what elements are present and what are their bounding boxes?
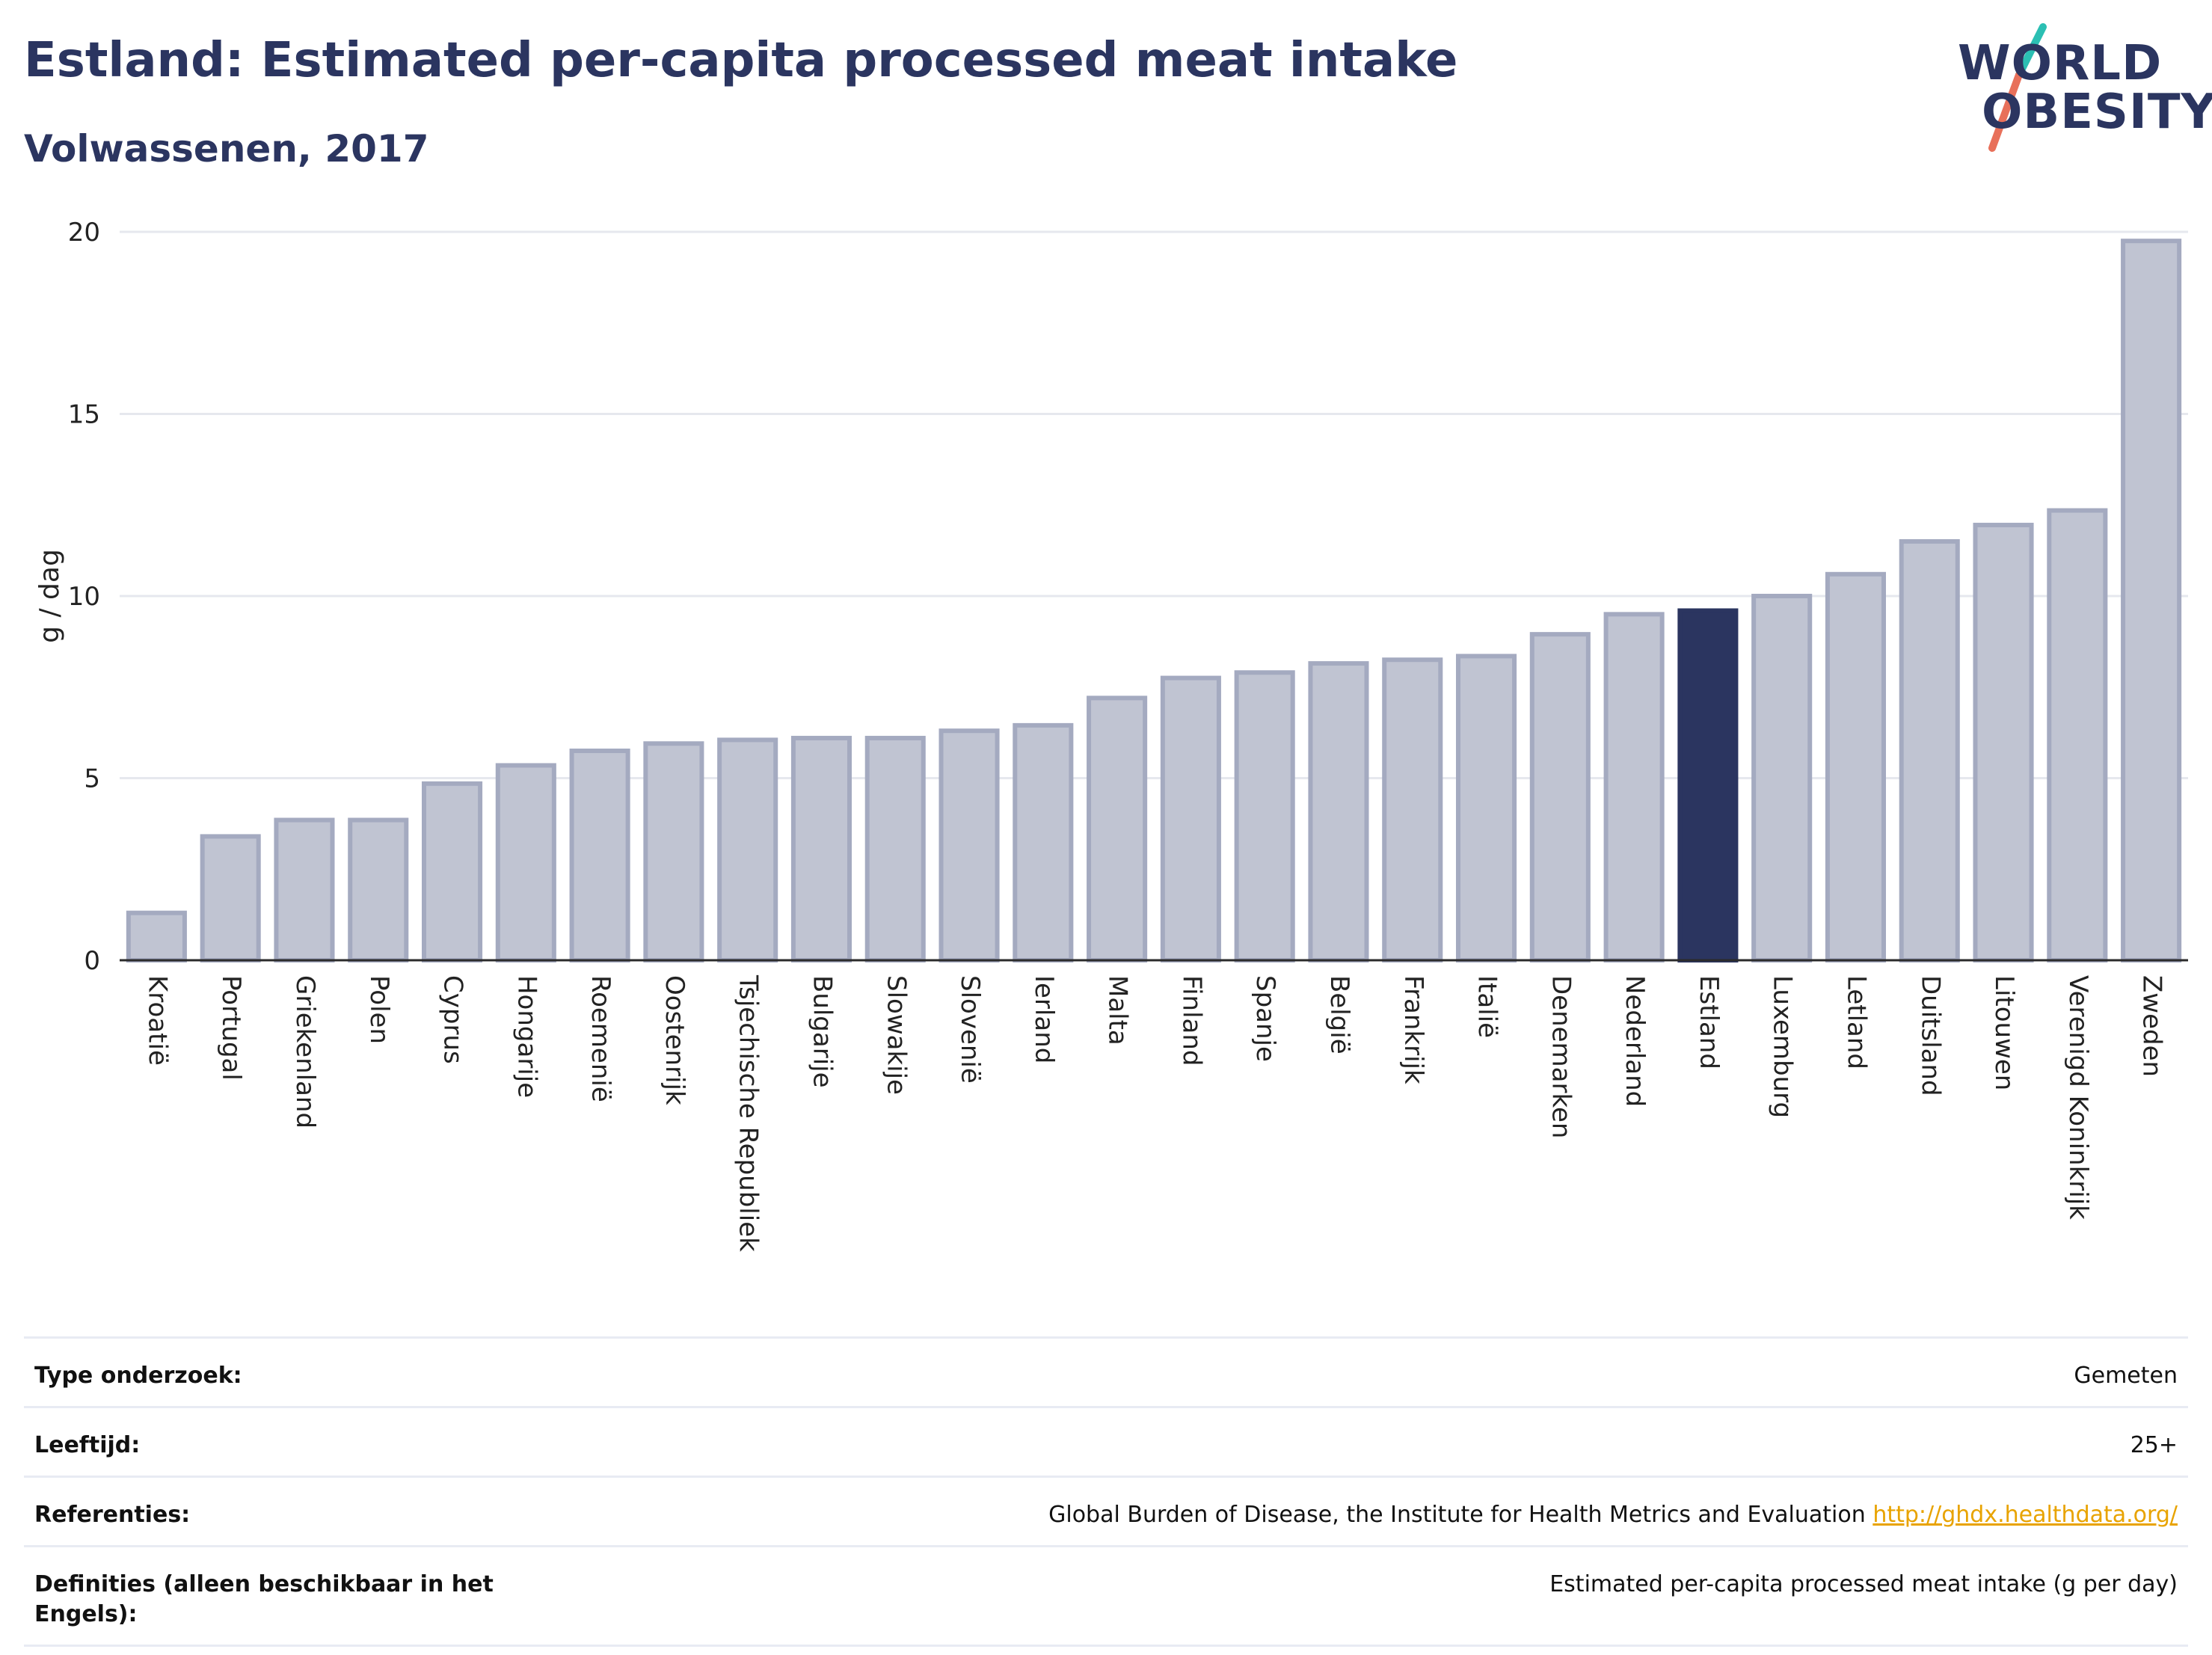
bar: [1013, 722, 1074, 962]
bar: [1234, 670, 1295, 963]
x-tick-label: België: [1324, 975, 1354, 1054]
info-label: Type onderzoek:: [34, 1363, 242, 1389]
bar: [495, 763, 556, 963]
x-tick-label: Spanje: [1250, 975, 1280, 1062]
bar: [2121, 239, 2182, 963]
x-tick-label: Kroatië: [142, 975, 172, 1066]
bar: [1825, 571, 1887, 962]
bar: [1308, 661, 1369, 962]
reference-text: Global Burden of Disease, the Institute …: [1048, 1502, 1866, 1528]
x-tick-label: Griekenland: [290, 975, 320, 1129]
info-value: Global Burden of Disease, the Institute …: [1048, 1500, 2178, 1530]
info-table: Type onderzoek: Gemeten Leeftijd: 25+ Re…: [24, 1336, 2188, 1647]
bar: [643, 741, 704, 962]
bar: [1382, 657, 1443, 962]
bar-chart: 0 5 10 15 20 Kroatië Portugal Griekenland Polen C…: [34, 218, 2188, 1252]
x-tick-label: Slowakije: [881, 975, 911, 1095]
info-row-survey-type: Type onderzoek: Gemeten: [24, 1339, 2188, 1408]
page-title: Estland: Estimated per-capita processed …: [24, 33, 1458, 88]
x-tick-label: Zweden: [2137, 975, 2167, 1077]
x-tick-label: Oostenrijk: [660, 975, 689, 1105]
bar: [1603, 612, 1665, 962]
x-tick-label: Malta: [1103, 975, 1133, 1045]
x-tick-label: Finland: [1176, 975, 1206, 1066]
bar: [200, 834, 261, 962]
y-tick-label: 10: [68, 582, 100, 612]
x-tick-label: Hongarije: [511, 975, 541, 1098]
x-tick-label: Denemarken: [1546, 975, 1576, 1138]
x-tick-label: Frankrijk: [1398, 975, 1428, 1084]
bar: [421, 781, 483, 962]
bar: [126, 910, 187, 963]
info-label: Definities (alleen beschikbaar in het En…: [34, 1571, 494, 1627]
bar: [1087, 696, 1148, 962]
bar: [2047, 508, 2108, 962]
x-tick-label: Litouwen: [1989, 975, 2019, 1090]
reference-link[interactable]: http://ghdx.healthdata.org/: [1872, 1502, 2178, 1528]
logo-line1: WORLD: [1958, 36, 2163, 91]
world-obesity-logo: WORLD OBESITY: [1952, 21, 2212, 156]
logo-slash-icon: [1988, 23, 2047, 152]
bar: [864, 735, 926, 962]
bar: [348, 817, 409, 962]
x-tick-label: Duitsland: [1915, 975, 1945, 1096]
x-tick-label: Cyprus: [438, 975, 468, 1064]
x-tick-label: Verenigd Koninkrijk: [2063, 975, 2093, 1220]
axes: 0 5 10 15 20 Kroatië Portugal Griekenland Polen C…: [68, 218, 2188, 1252]
info-label: Referenties:: [34, 1502, 191, 1528]
info-row-definitions: Definities (alleen beschikbaar in het En…: [24, 1547, 2188, 1647]
bars: [126, 239, 2182, 963]
bar: [1751, 594, 1813, 962]
y-tick-label: 15: [68, 400, 100, 430]
y-tick-label: 5: [84, 764, 100, 794]
logo-line2: OBESITY: [1982, 85, 2212, 140]
x-tick-label: Roemenië: [586, 975, 615, 1102]
bar: [1973, 523, 2034, 963]
bar: [1160, 675, 1221, 962]
x-tick-label: Letland: [1841, 975, 1871, 1069]
info-value: Gemeten: [2074, 1363, 2178, 1389]
x-tick-label: Nederland: [1620, 975, 1650, 1107]
bar: [1455, 654, 1517, 962]
bar: [1529, 632, 1591, 962]
bar: [790, 735, 852, 962]
y-tick-label: 20: [68, 218, 100, 248]
bar: [938, 728, 1000, 962]
x-tick-label: Estland: [1694, 975, 1724, 1069]
bar: [274, 817, 335, 962]
page-subtitle: Volwassenen, 2017: [24, 127, 429, 171]
y-axis-title: g / dag: [34, 549, 65, 643]
bar: [1899, 538, 1960, 962]
info-value: Estimated per-capita processed meat inta…: [1549, 1571, 2178, 1597]
x-tick-label: Slovenië: [955, 975, 985, 1084]
info-row-age: Leeftijd: 25+: [24, 1408, 2188, 1478]
x-tick-label: Portugal: [216, 975, 246, 1081]
bar: [717, 737, 778, 962]
y-tick-label: 0: [84, 946, 100, 976]
info-label: Leeftijd:: [34, 1432, 141, 1458]
x-tick-label: Bulgarije: [807, 975, 837, 1088]
info-value: 25+: [2130, 1432, 2178, 1458]
info-row-references: Referenties: Global Burden of Disease, t…: [24, 1478, 2188, 1547]
x-tick-label: Ierland: [1029, 975, 1059, 1063]
bar: [569, 748, 630, 962]
x-tick-label: Tsjechische Republiek: [734, 974, 764, 1252]
x-tick-label: Polen: [364, 975, 394, 1044]
x-tick-label: Luxemburg: [1768, 975, 1798, 1118]
x-tick-label: Italië: [1472, 975, 1502, 1038]
bar-highlighted: [1677, 608, 1739, 962]
